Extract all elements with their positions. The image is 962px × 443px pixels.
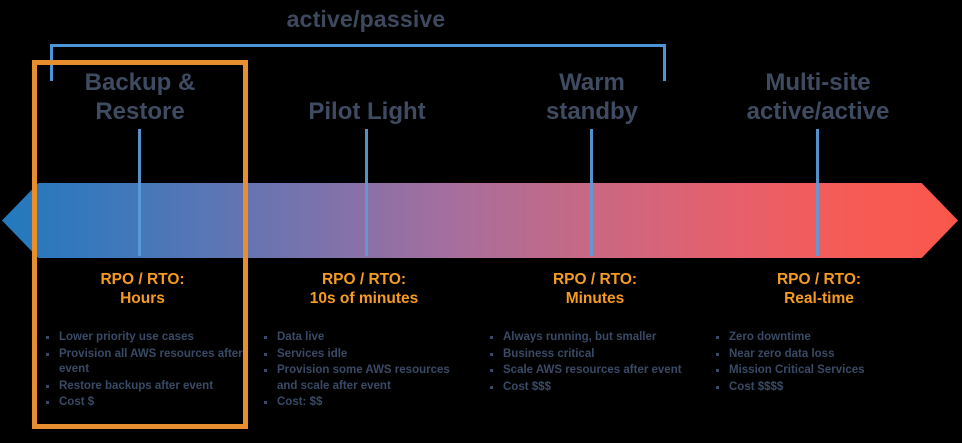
rpo-rto-heading: RPO / RTO: 10s of minutes	[258, 270, 470, 308]
backup-restore-highlight-box	[32, 60, 248, 429]
bullet-item: Lower priority use cases	[58, 330, 245, 346]
heading-line: standby	[545, 98, 638, 125]
column-backup-restore: RPO / RTO: Hours Lower priority use case…	[40, 270, 245, 412]
heading-line: Warm	[559, 69, 625, 96]
bullet-item: Cost: $$	[276, 395, 470, 411]
rpo-label: RPO / RTO:	[776, 271, 862, 288]
rpo-rto-heading: RPO / RTO: Minutes	[484, 270, 706, 308]
bullet-item: Always running, but smaller	[502, 330, 706, 346]
bullet-list: Data live Services idle Provision some A…	[258, 330, 470, 411]
heading-multi-site: Multi-site active/active	[708, 58, 928, 126]
connector-line-pilot-light	[365, 129, 368, 256]
heading-backup-restore: Backup & Restore	[30, 58, 250, 126]
connector-line-backup-restore	[138, 129, 141, 256]
bullet-item: Scale AWS resources after event	[502, 363, 706, 379]
bullet-item: Cost $	[58, 395, 245, 411]
connector-line-warm-standby	[590, 129, 593, 256]
heading-line: Pilot Light	[308, 98, 426, 125]
bullet-item: Zero downtime	[728, 330, 928, 346]
heading-pilot-light: Pilot Light	[257, 58, 477, 126]
heading-line: Restore	[95, 98, 185, 125]
rpo-label: RPO / RTO:	[321, 271, 407, 288]
heading-warm-standby: Warm standby	[482, 58, 702, 126]
bullet-item: Mission Critical Services	[728, 363, 928, 379]
heading-line: Multi-site	[765, 69, 871, 96]
column-multi-site: RPO / RTO: Real-time Zero downtime Near …	[710, 270, 928, 396]
rpo-value: Real-time	[784, 290, 854, 307]
bullet-item: Data live	[276, 330, 470, 346]
bullet-item: Services idle	[276, 347, 470, 363]
rpo-value: Minutes	[565, 290, 625, 307]
column-pilot-light: RPO / RTO: 10s of minutes Data live Serv…	[258, 270, 470, 412]
bullet-item: Business critical	[502, 347, 706, 363]
rpo-rto-heading: RPO / RTO: Hours	[40, 270, 245, 308]
heading-line: active/active	[746, 98, 890, 125]
bullet-item: Near zero data loss	[728, 347, 928, 363]
spectrum-gradient-arrow	[2, 183, 958, 258]
rpo-value: 10s of minutes	[309, 290, 419, 307]
heading-line: Backup &	[84, 69, 196, 96]
bullet-item: Cost $$$	[502, 380, 706, 396]
bullet-list: Lower priority use cases Provision all A…	[40, 330, 245, 411]
rpo-value: Hours	[120, 290, 165, 307]
bullet-item: Provision all AWS resources after event	[58, 347, 245, 378]
connector-line-multi-site	[816, 129, 819, 256]
bullet-item: Cost $$$$	[728, 380, 928, 396]
rpo-rto-heading: RPO / RTO: Real-time	[710, 270, 928, 308]
bullet-item: Restore backups after event	[58, 379, 245, 395]
column-warm-standby: RPO / RTO: Minutes Always running, but s…	[484, 270, 706, 396]
bullet-list: Zero downtime Near zero data loss Missio…	[710, 330, 928, 395]
rpo-label: RPO / RTO:	[552, 271, 638, 288]
rpo-label: RPO / RTO:	[100, 271, 185, 288]
active-passive-label: active/passive	[286, 6, 446, 32]
bullet-list: Always running, but smaller Business cri…	[484, 330, 706, 395]
bullet-item: Provision some AWS resources and scale a…	[276, 363, 470, 394]
